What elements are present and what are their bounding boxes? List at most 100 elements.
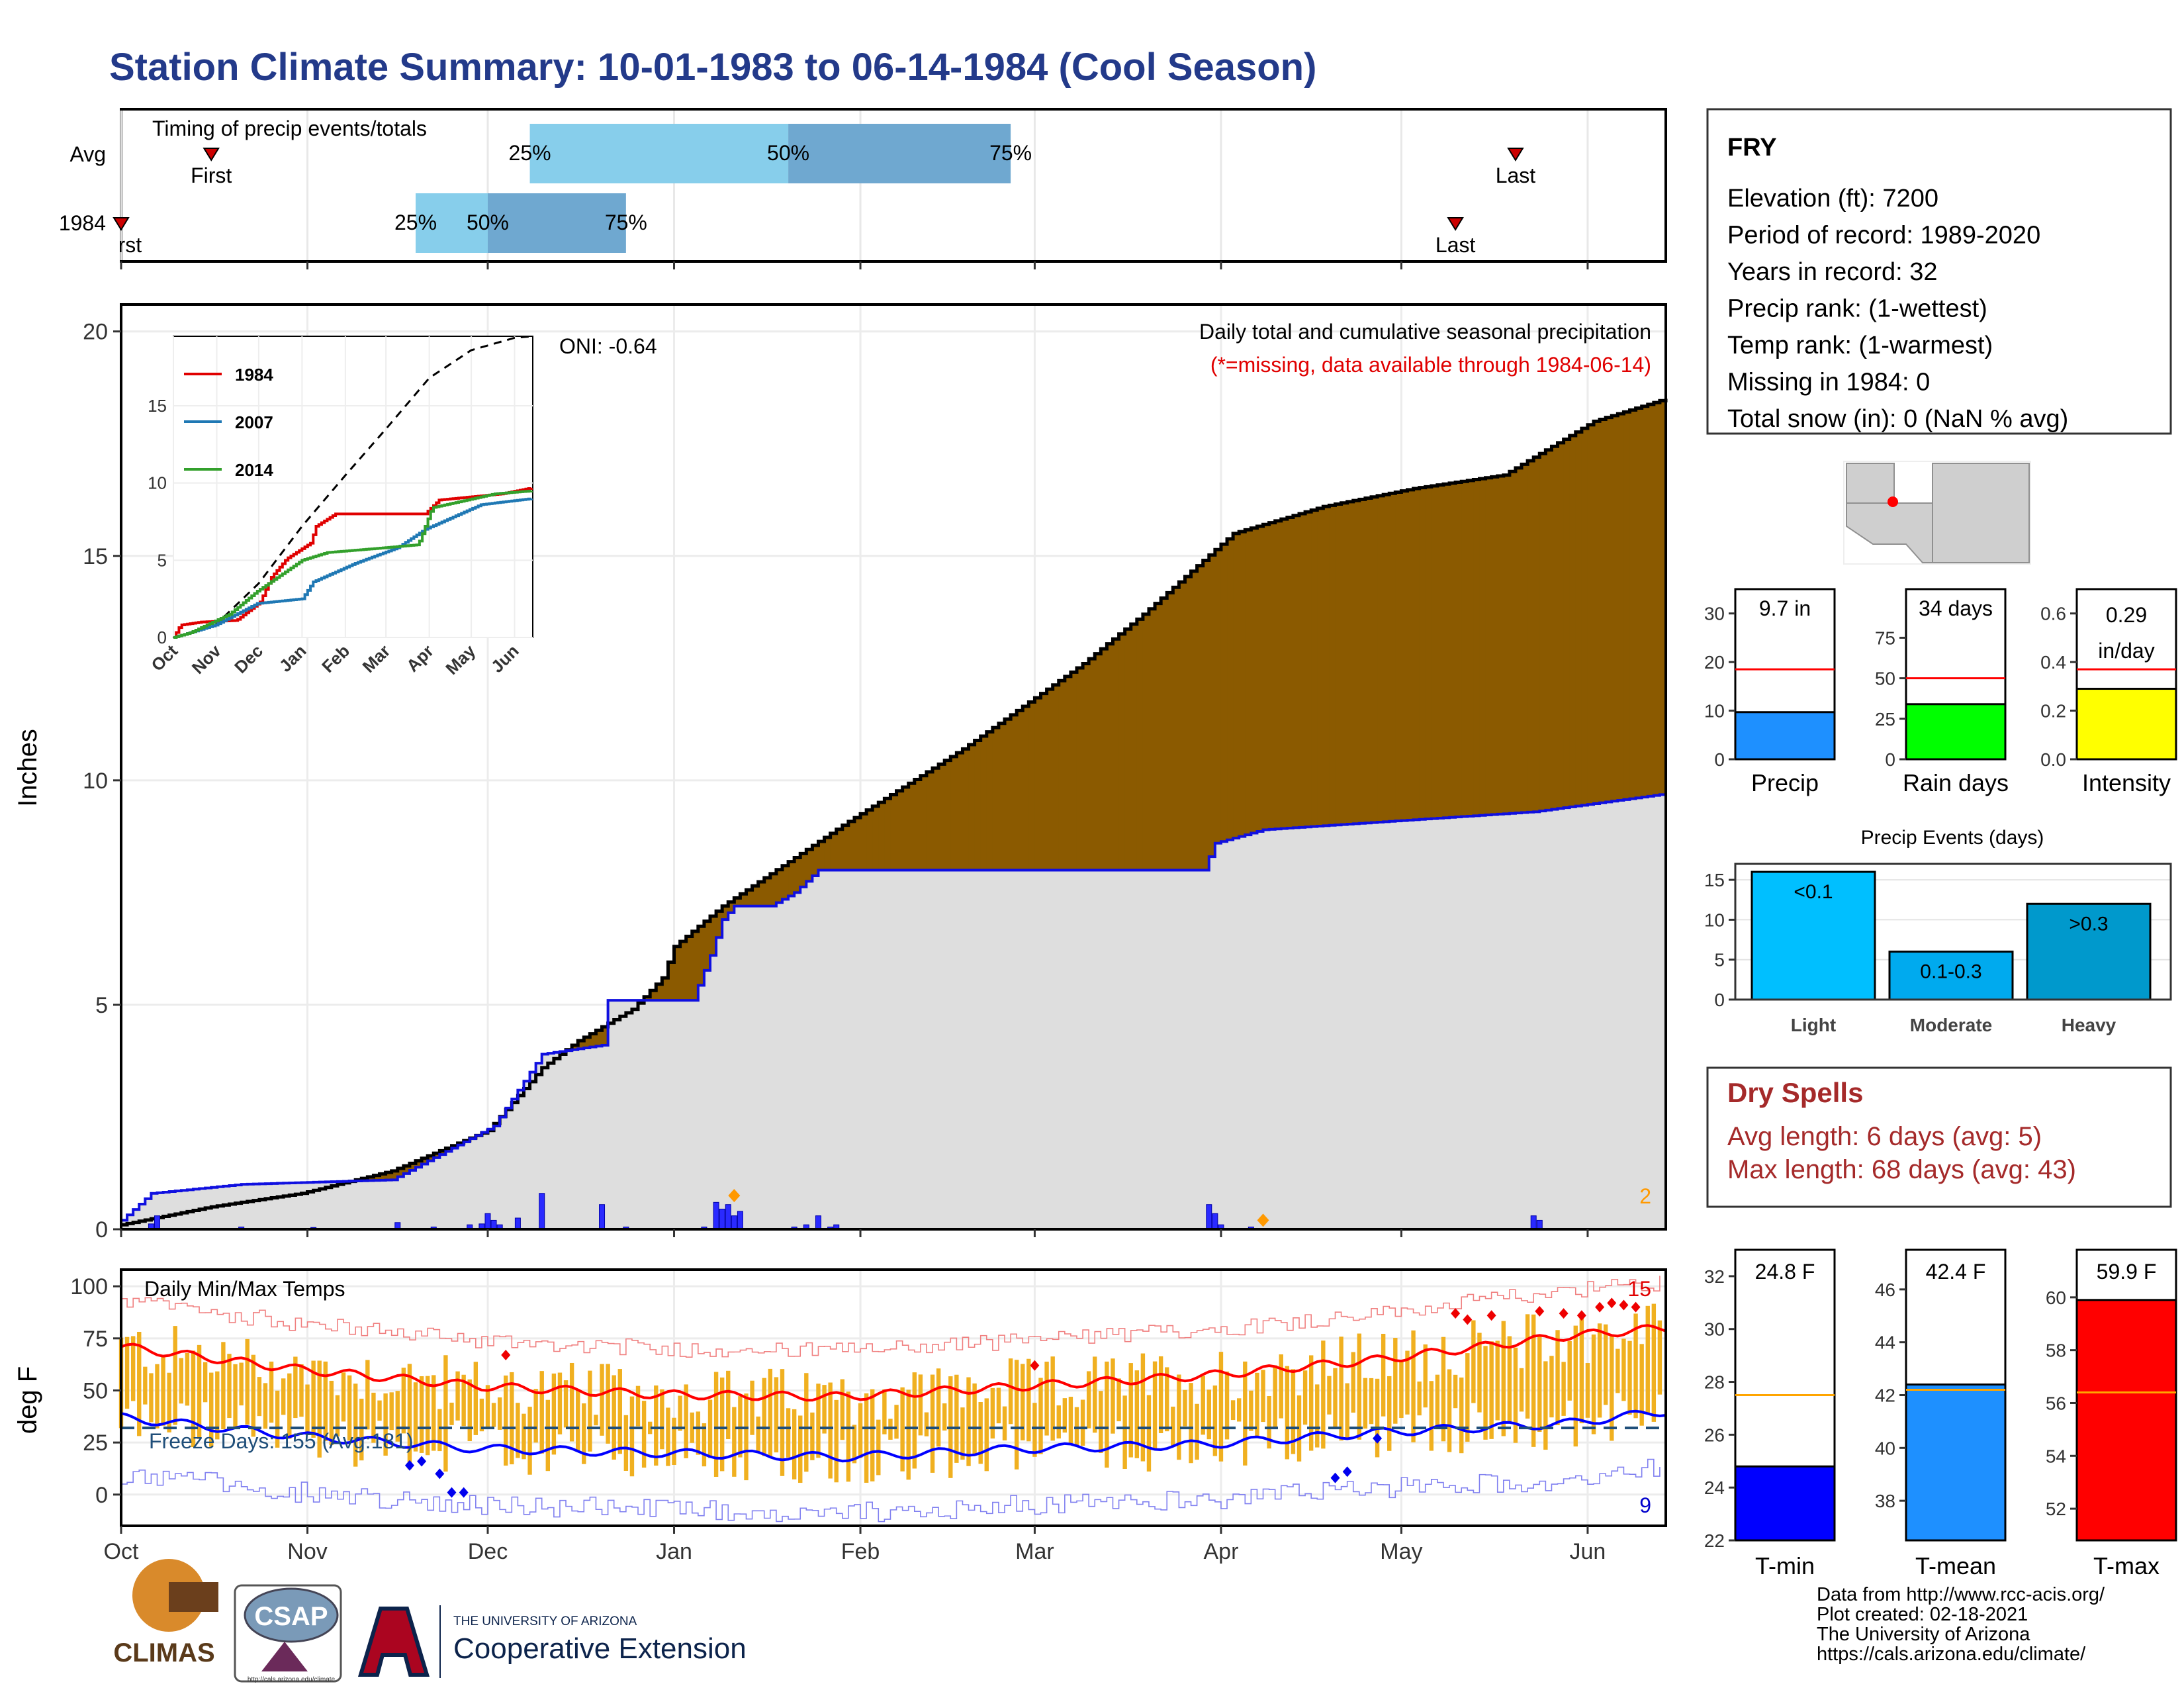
deficit-area (764, 878, 771, 906)
daily-temp-bar (1471, 1320, 1476, 1403)
daily-precip-bar (539, 1193, 545, 1230)
deficit-area (1275, 520, 1282, 829)
deficit-area (776, 869, 783, 903)
daily-temp-bar (137, 1331, 142, 1436)
temp-bar-tick-label: 56 (2046, 1393, 2066, 1413)
deficit-area (866, 810, 873, 870)
daily-temp-bar (647, 1421, 653, 1434)
record-high-marker (1535, 1305, 1545, 1317)
daily-temp-bar (1249, 1390, 1253, 1431)
temp-bar-t-max (2075, 1299, 2177, 1542)
page-title: Station Climate Summary: 10-01-1983 to 0… (109, 46, 1317, 89)
daily-temp-bar (768, 1368, 773, 1456)
station-location-dot (1888, 496, 1898, 507)
daily-temp-bar (233, 1364, 238, 1429)
daily-temp-bar (984, 1398, 989, 1472)
deficit-area (824, 837, 831, 870)
deficit-area (908, 783, 915, 870)
record-high-marker (1463, 1314, 1473, 1325)
month-label: Apr (1203, 1539, 1238, 1564)
deficit-area (800, 853, 807, 887)
deficit-area (698, 926, 705, 986)
deficit-area (1594, 421, 1600, 804)
deficit-area (854, 818, 861, 870)
record-high-marker (1631, 1301, 1641, 1313)
daily-temp-bar (335, 1395, 340, 1436)
daily-temp-bar (1597, 1323, 1602, 1418)
deficit-area (884, 798, 891, 870)
daily-temp-bar (786, 1408, 791, 1458)
temp-ytick-label: 50 (83, 1378, 108, 1403)
footer-credit-line: Plot created: 02-18-2021 (1817, 1604, 2028, 1625)
deficit-area (1581, 428, 1588, 806)
daily-temp-bar (353, 1383, 358, 1467)
station-info-line: Period of record: 1989-2020 (1727, 222, 2040, 250)
mini-bar-tick-label: 75 (1875, 628, 1895, 648)
mini-bar-tick-label: 0 (1885, 749, 1895, 770)
deficit-area (1040, 693, 1048, 870)
daily-temp-bar (1165, 1367, 1169, 1432)
daily-temp-bar (1543, 1361, 1548, 1450)
daily-temp-bar (299, 1364, 304, 1417)
daily-precip-bar (1530, 1215, 1537, 1230)
daily-temp-bar (563, 1380, 569, 1428)
daily-temp-bar (978, 1402, 983, 1464)
temp-bar-label: T-max (2093, 1552, 2160, 1579)
daily-temp-bar (1645, 1305, 1650, 1413)
daily-temp-bar (1357, 1333, 1362, 1440)
deficit-area (920, 775, 927, 870)
deficit-area (1287, 517, 1294, 829)
daily-precip-bar (490, 1219, 497, 1230)
deficit-area (1509, 471, 1516, 814)
timing-bar-25-50 (529, 124, 789, 183)
daily-temp-bar (257, 1377, 262, 1417)
cold-days-count: 9 (1639, 1493, 1651, 1517)
deficit-area (1383, 494, 1390, 822)
daily-temp-bar (804, 1373, 809, 1472)
deficit-area (367, 1176, 375, 1181)
deficit-area (1089, 659, 1095, 870)
daily-temp-bar (690, 1412, 694, 1443)
daily-temp-bar (1621, 1338, 1626, 1401)
daily-temp-bar (1387, 1376, 1392, 1451)
daily-temp-bar (413, 1382, 418, 1452)
daily-temp-bar (719, 1377, 725, 1472)
deficit-area (1101, 649, 1108, 870)
daily-temp-bar (684, 1384, 688, 1458)
daily-temp-bar (1333, 1368, 1338, 1429)
daily-temp-bar (1531, 1314, 1536, 1447)
mini-bar-intensity (2075, 688, 2177, 761)
deficit-area (890, 794, 897, 870)
deficit-area (1389, 493, 1396, 821)
daily-temp-bar (1585, 1363, 1590, 1418)
daily-temp-bar (1507, 1336, 1512, 1422)
temp-bar-tick-label: 26 (1704, 1425, 1725, 1445)
daily-temp-bar (606, 1364, 610, 1444)
daily-temp-bar (822, 1385, 827, 1434)
deficit-area (1305, 512, 1312, 827)
daily-temp-bar (365, 1360, 370, 1430)
daily-temp-bar (960, 1407, 965, 1460)
deficit-area (758, 882, 765, 906)
mini-bar-value: 9.7 in (1759, 596, 1811, 620)
daily-temp-bar (1068, 1397, 1073, 1444)
daily-temp-bar (143, 1366, 148, 1405)
freeze-days: Freeze Days: 155 (Avg:181) (149, 1429, 414, 1453)
daily-temp-bar (1218, 1352, 1224, 1462)
deficit-area (1522, 464, 1528, 813)
temp-bar-tick-label: 60 (2046, 1288, 2066, 1308)
deficit-area (644, 996, 651, 1001)
footer-credit-line: Data from http://www.rcc-acis.org/ (1817, 1584, 2105, 1605)
deficit-area (662, 978, 669, 1001)
daily-temp-bar (551, 1373, 557, 1455)
daily-temp-bar (1369, 1378, 1374, 1425)
daily-temp-bar (1405, 1350, 1410, 1415)
deficit-area (1113, 639, 1120, 870)
snow-marker (1257, 1213, 1269, 1227)
record-high-marker (1486, 1310, 1496, 1321)
daily-temp-bar (1080, 1399, 1085, 1446)
deficit-area (1233, 533, 1240, 839)
last-marker-label: Last (1496, 164, 1536, 187)
daily-temp-bar (1105, 1361, 1109, 1468)
daily-temp-bar (912, 1372, 917, 1469)
